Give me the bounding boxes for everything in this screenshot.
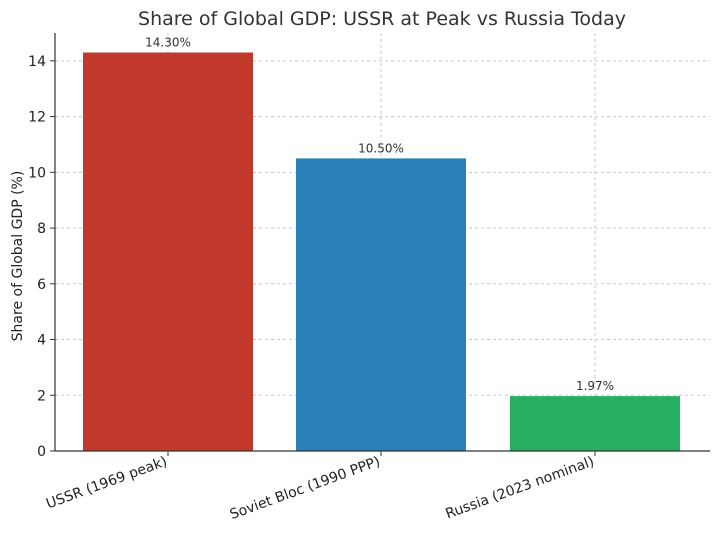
bars — [83, 52, 680, 452]
y-axis-label: Share of Global GDP (%) — [10, 171, 26, 342]
x-tick-label: USSR (1969 peak) — [44, 454, 169, 513]
x-tick-label: Russia (2023 nominal) — [444, 454, 597, 523]
data-labels: 14.30% 10.50% 1.97% — [145, 36, 614, 394]
y-tick-label: 10 — [28, 165, 46, 181]
chart-title: Share of Global GDP: USSR at Peak vs Rus… — [138, 8, 626, 30]
bar — [510, 396, 680, 451]
bar-value-label: 1.97% — [576, 379, 614, 393]
y-tick-label: 4 — [37, 333, 46, 349]
y-tick-label: 8 — [37, 221, 46, 237]
y-tick-label: 14 — [28, 54, 46, 70]
bar — [296, 158, 466, 451]
bar-value-label: 10.50% — [358, 141, 404, 155]
x-ticks: USSR (1969 peak) Soviet Bloc (1990 PPP) Ru… — [44, 451, 596, 523]
axes — [54, 33, 710, 452]
y-tick-label: 12 — [28, 110, 46, 126]
y-tick-label: 2 — [37, 388, 46, 404]
bar-value-label: 14.30% — [145, 36, 191, 50]
y-ticks: 0 2 4 6 8 10 12 14 — [28, 54, 55, 460]
x-tick-label: Soviet Bloc (1990 PPP) — [228, 454, 383, 523]
y-tick-label: 0 — [37, 444, 46, 460]
bar — [83, 52, 253, 452]
y-tick-label: 6 — [37, 277, 46, 293]
